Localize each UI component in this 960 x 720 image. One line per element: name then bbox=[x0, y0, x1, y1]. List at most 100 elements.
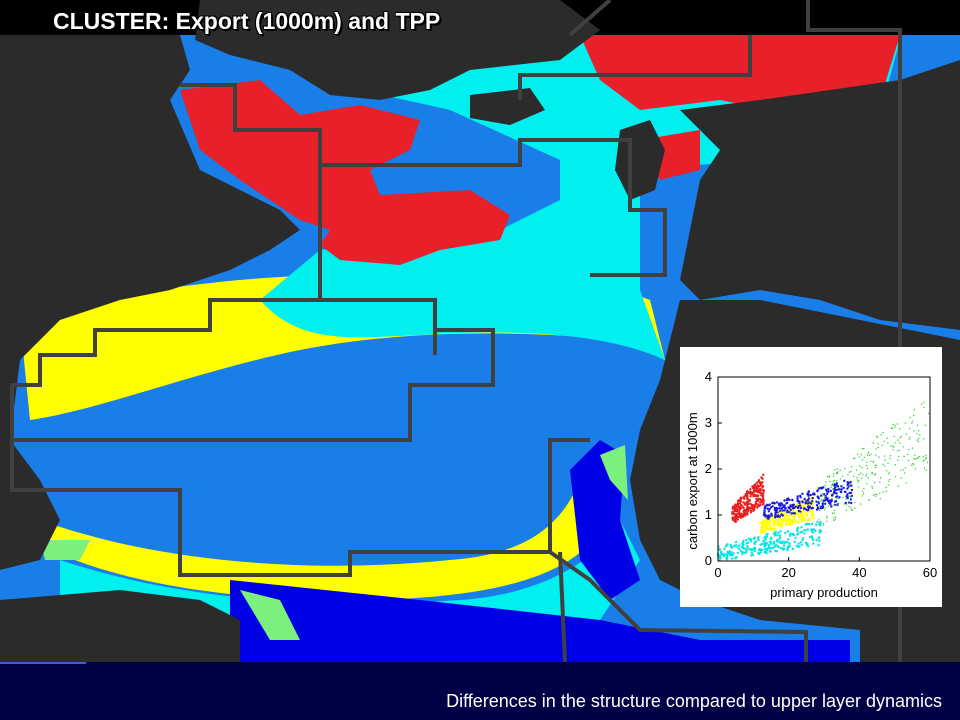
scatter-point bbox=[900, 477, 902, 479]
scatter-point bbox=[775, 520, 778, 523]
scatter-point bbox=[871, 473, 873, 475]
scatter-point bbox=[847, 485, 850, 488]
scatter-point bbox=[904, 422, 907, 424]
scatter-point bbox=[745, 542, 748, 545]
scatter-point bbox=[766, 547, 769, 550]
scatter-point bbox=[759, 543, 762, 546]
scatter-point bbox=[719, 551, 723, 554]
scatter-point bbox=[833, 512, 835, 514]
green-cluster-caribbean bbox=[40, 540, 90, 560]
scatter-point bbox=[765, 549, 769, 552]
scatter-point bbox=[848, 505, 850, 508]
scatter-point bbox=[773, 545, 777, 548]
scatter-point bbox=[763, 509, 766, 512]
iceland-landmass bbox=[470, 88, 545, 125]
scatter-point bbox=[850, 501, 853, 505]
scatter-point bbox=[836, 485, 840, 488]
scatter-point bbox=[768, 549, 772, 553]
scatter-point bbox=[735, 512, 738, 516]
scatter-point bbox=[739, 496, 742, 499]
scatter-point bbox=[764, 513, 767, 517]
scatter-point bbox=[758, 501, 762, 504]
scatter-point bbox=[822, 524, 825, 526]
scatter-point bbox=[850, 496, 852, 498]
scatter-point bbox=[897, 455, 900, 458]
scatter-point bbox=[835, 492, 838, 495]
scatter-point bbox=[789, 508, 792, 512]
scatter-point bbox=[815, 500, 818, 503]
scatter-point bbox=[824, 484, 826, 487]
scatter-point bbox=[854, 501, 856, 504]
red-cluster-labrador bbox=[180, 80, 510, 265]
scatter-point bbox=[777, 538, 780, 541]
scatter-point bbox=[821, 502, 824, 505]
scatter-point bbox=[756, 490, 760, 494]
scatter-point bbox=[783, 514, 786, 517]
scatter-point bbox=[722, 555, 726, 558]
scatter-point bbox=[735, 508, 739, 511]
scatter-point bbox=[745, 538, 748, 542]
scatter-point bbox=[891, 445, 894, 447]
scatter-point bbox=[874, 473, 877, 475]
scatter-point bbox=[889, 455, 892, 457]
scatter-point bbox=[833, 489, 836, 492]
scatter-point bbox=[796, 533, 799, 536]
scatter-point bbox=[871, 485, 873, 488]
scatter-point bbox=[887, 442, 889, 444]
scatter-point bbox=[879, 498, 881, 500]
scatter-point bbox=[872, 494, 875, 496]
scatter-point bbox=[928, 412, 930, 414]
scatter-point bbox=[797, 542, 800, 545]
scatter-point bbox=[850, 488, 854, 492]
scatter-point bbox=[858, 473, 860, 476]
scatter-point bbox=[838, 496, 841, 499]
scatter-point bbox=[764, 548, 767, 551]
scatter-point bbox=[886, 437, 888, 439]
scatter-point bbox=[761, 524, 764, 527]
province-boundaries bbox=[10, 0, 902, 662]
scatter-point bbox=[742, 509, 746, 513]
scatter-point bbox=[907, 459, 910, 462]
scatter-point bbox=[882, 463, 884, 465]
scatter-point bbox=[876, 436, 879, 438]
scatter-point bbox=[776, 515, 780, 518]
scatter-point bbox=[742, 539, 745, 543]
scatter-point bbox=[791, 507, 795, 510]
scatter-point bbox=[749, 540, 753, 543]
scatter-point bbox=[831, 498, 833, 500]
scatter-point bbox=[815, 504, 819, 507]
scatter-point bbox=[800, 526, 803, 529]
scatter-point bbox=[871, 487, 874, 489]
scatter-point bbox=[811, 506, 814, 510]
scatter-point bbox=[899, 428, 901, 430]
scatter-point bbox=[887, 462, 889, 464]
scatter-point bbox=[782, 505, 785, 508]
scatter-point bbox=[803, 516, 806, 519]
scatter-point bbox=[916, 424, 919, 426]
scatter-point bbox=[731, 516, 734, 519]
scatter-point bbox=[908, 438, 910, 440]
scatter-point bbox=[815, 538, 818, 542]
scatter-point bbox=[811, 496, 814, 500]
scatter-point bbox=[761, 500, 764, 503]
scatter-point bbox=[917, 457, 919, 459]
scatter-point bbox=[734, 557, 737, 560]
scatter-point bbox=[902, 469, 904, 471]
scatter-point bbox=[774, 517, 778, 521]
scatter-point bbox=[817, 487, 819, 489]
scatter-point bbox=[774, 522, 778, 525]
scatter-point bbox=[833, 491, 836, 495]
scatter-point bbox=[797, 505, 800, 508]
scatter-point bbox=[771, 527, 774, 531]
scatter-point bbox=[802, 529, 806, 532]
scatter-point bbox=[828, 476, 830, 478]
scatter-point bbox=[890, 427, 892, 429]
scatter-point bbox=[862, 493, 865, 495]
scatter-point bbox=[778, 534, 781, 537]
scatter-point bbox=[799, 531, 802, 534]
scatter-point bbox=[879, 477, 882, 479]
scatter-point bbox=[913, 409, 915, 411]
scatter-point bbox=[758, 480, 761, 483]
scatter-point bbox=[819, 495, 822, 498]
scatter-point bbox=[788, 545, 791, 548]
